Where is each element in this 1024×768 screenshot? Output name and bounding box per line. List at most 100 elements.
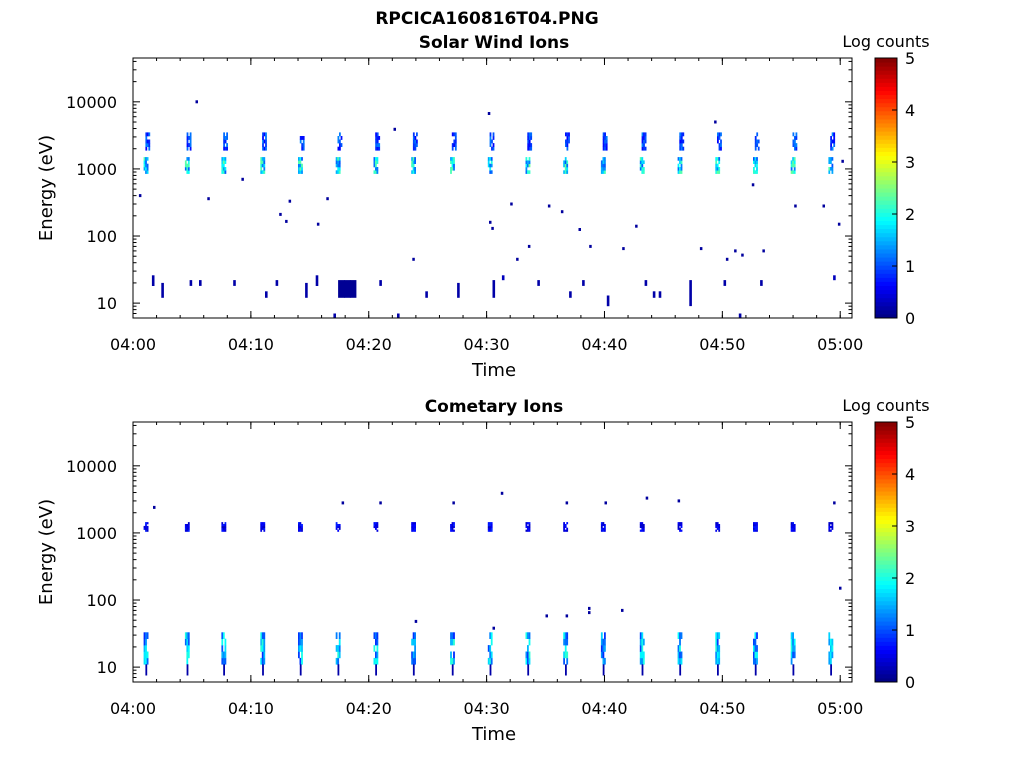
axis-ticks: 04:00 04:10 04:20 04:30 04:40 04:50 05:00 10 100… [66,58,863,354]
heatmap-cell [450,524,452,527]
heatmap-cell [528,651,531,659]
heatmap-cell [790,525,793,529]
heatmap-cell [301,143,304,147]
heatmap-cell [487,645,490,652]
heatmap-cell [143,527,146,530]
heatmap-cell [222,157,225,161]
heatmap-cell [525,170,528,174]
heatmap-cell [376,632,379,639]
heatmap-cell [753,160,755,164]
colorbar: 0 1 2 3 4 5 [874,413,915,692]
heatmap-cell [263,527,266,530]
heatmap-cell [680,529,683,532]
colorbar-segment [875,159,897,165]
heatmap-cell [301,170,303,174]
heatmap-cell [641,167,644,171]
heatmap-cell [490,657,493,665]
colorbar-segment [875,265,897,270]
heatmap-cell [680,157,683,161]
heatmap-cell [373,170,376,174]
heatmap-cell [792,664,795,676]
heatmap-cell [643,139,645,144]
heatmap-cell [146,527,149,530]
colorbar-label: Log counts [842,396,929,415]
heatmap-cell [338,163,341,168]
heatmap-cell [489,664,492,676]
heatmap-cell [527,632,529,639]
heatmap-cell [564,157,567,161]
colorbar-segment [875,438,897,443]
heatmap-cell [223,146,225,151]
heatmap-cell [716,657,719,665]
heatmap-cell [184,632,187,639]
heatmap-cell [563,638,565,646]
heatmap-cell [680,139,683,144]
heatmap-cell [199,280,202,286]
heatmap-cell [184,527,187,530]
colorbar-tick-label: 3 [905,153,915,172]
heatmap-cell [831,524,834,527]
heatmap-cell [302,136,305,140]
heatmap-cell [756,170,758,174]
heatmap-cell [753,157,755,161]
heatmap-cell [641,146,644,151]
heatmap-cell [224,645,227,652]
heatmap-cell [644,280,648,286]
heatmap-cell [414,645,416,652]
heatmap-point [487,112,491,115]
heatmap-cell [416,143,418,147]
heatmap-cell [641,522,644,525]
heatmap-cell [642,160,645,164]
heatmap-cell [143,632,146,639]
x-tick-label: 04:10 [228,699,274,718]
heatmap-cell [756,143,759,147]
heatmap-cell [263,146,266,151]
colorbar-segment [875,131,897,136]
x-tick-label: 04:40 [581,335,627,354]
heatmap-cell [756,645,758,652]
heatmap-cell [263,524,266,527]
heatmap-cell [527,136,530,140]
colorbar-segment [875,503,897,508]
heatmap-cell [148,132,151,137]
colorbar-segment [875,297,897,303]
colorbar-segment [875,442,897,447]
heatmap-cell [830,664,832,676]
heatmap-cell [184,167,187,171]
colorbar-label: Log counts [842,32,929,51]
heatmap-cell [414,651,416,659]
heatmap-cell [451,143,454,147]
heatmap-cell [414,638,416,646]
heatmap-cell [375,163,377,168]
heatmap-cell [754,645,757,652]
heatmap-cell [416,139,418,144]
heatmap-cell [604,132,606,137]
heatmap-cell [412,664,415,676]
heatmap-cell [146,163,149,168]
heatmap-cell [337,136,340,140]
heatmap-point [207,197,210,201]
heatmap-point [393,127,396,131]
heatmap-cell [222,529,225,532]
heatmap-cell [411,638,413,646]
heatmap-cell [299,163,302,168]
heatmap-cell [718,167,721,171]
heatmap-cell [790,632,793,639]
heatmap-cell [224,170,227,174]
heatmap-cell [604,146,606,151]
heatmap-cell [376,524,379,527]
heatmap-cell [794,136,796,140]
heatmap-cell [301,157,303,161]
y-tick-label: 1000 [76,160,117,179]
heatmap-cell [412,524,415,527]
heatmap-cell [790,522,793,525]
heatmap-cell [375,651,377,659]
heatmap-cell [338,160,341,164]
heatmap-cell [525,167,528,171]
heatmap-cell [454,132,457,137]
heatmap-cell [566,132,569,137]
heatmap-cell [716,645,719,652]
heatmap-cell [641,632,644,639]
heatmap-cell [491,146,493,151]
colorbar-segment [875,608,897,614]
